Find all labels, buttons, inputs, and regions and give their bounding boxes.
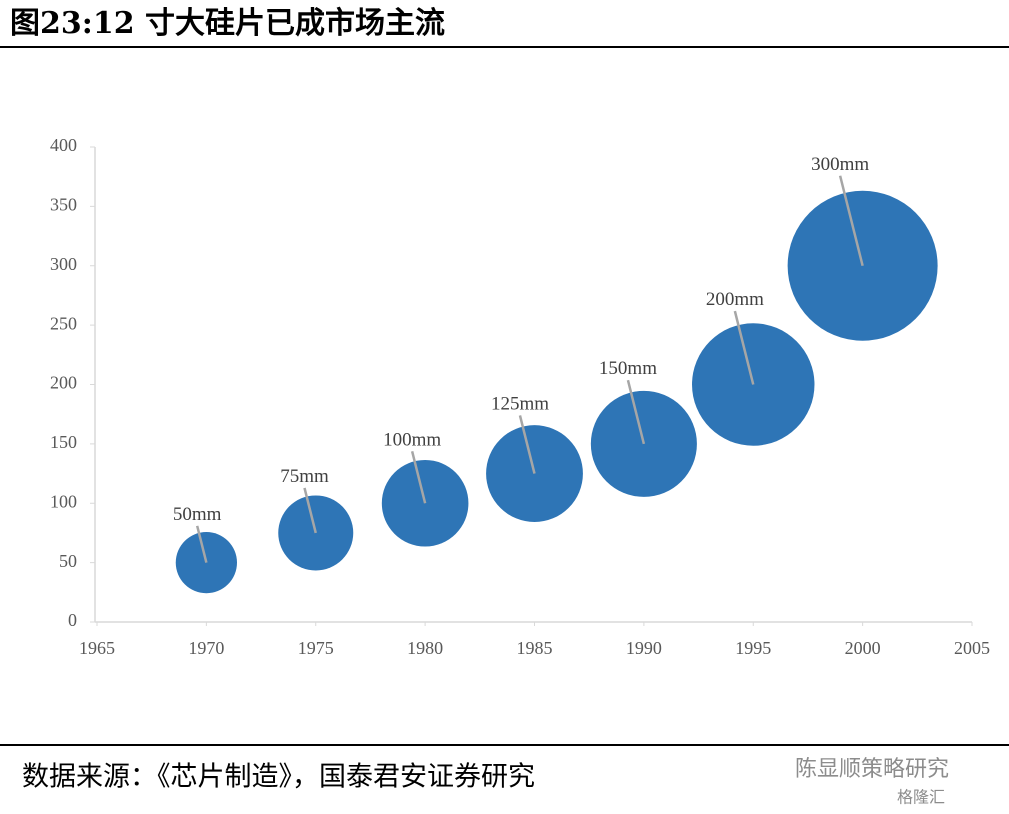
watermark-brand: 格隆汇 [897, 788, 945, 807]
y-tick-label: 50 [59, 551, 77, 571]
data-label: 300mm [811, 154, 869, 175]
leader-line [838, 175, 864, 267]
data-label: 100mm [383, 429, 441, 450]
leader-line [195, 525, 208, 563]
y-tick-label: 300 [50, 254, 77, 274]
watermark-account: 陈显顺策略研究 [795, 757, 949, 782]
plot: 0 50 100 150 200 250 300 350 400 1965 1970 1975 1980… [50, 135, 990, 658]
data-label: 200mm [706, 289, 764, 310]
y-tick-label: 150 [50, 432, 77, 452]
x-tick-label: 2005 [954, 638, 990, 658]
leader-line [626, 379, 646, 445]
leader-line [410, 450, 427, 504]
leader-line [733, 310, 755, 385]
leader-line [303, 487, 317, 534]
x-tick-label: 1975 [298, 638, 334, 658]
data-label: 150mm [599, 358, 657, 379]
x-tick-label: 2000 [845, 638, 881, 658]
x-tick-label: 1985 [517, 638, 553, 658]
data-label: 125mm [491, 393, 549, 414]
x-tick-label: 1995 [735, 638, 771, 658]
data-label: 75mm [280, 466, 329, 487]
source: 数据来源：《芯片制造》，国泰君安证券研究 [22, 762, 535, 793]
data-label: 50mm [173, 504, 222, 525]
y-tick-label: 400 [50, 135, 77, 155]
y-tick-label: 100 [50, 491, 77, 511]
y-tick-label: 0 [68, 610, 77, 630]
x-tick-label: 1980 [407, 638, 443, 658]
y-tick-label: 250 [50, 313, 77, 333]
y-tick-label: 350 [50, 195, 77, 215]
x-tick-label: 1990 [626, 638, 662, 658]
x-tick-label: 1970 [188, 638, 224, 658]
leader-line [518, 415, 536, 474]
x-tick-label: 1965 [79, 638, 115, 658]
y-tick-label: 200 [50, 373, 77, 393]
chart-title: 图23:12 寸大硅片已成市场主流 [10, 6, 445, 41]
